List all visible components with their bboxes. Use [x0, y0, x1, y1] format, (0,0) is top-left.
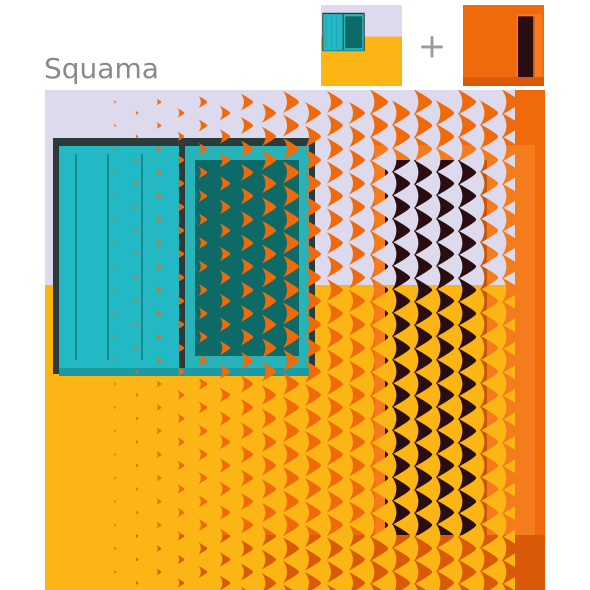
title: Squama [44, 52, 159, 85]
transition-frame [45, 90, 545, 590]
target-thumbnail [463, 5, 544, 86]
source-thumbnail [321, 5, 402, 86]
plus-sign: + [418, 27, 447, 67]
